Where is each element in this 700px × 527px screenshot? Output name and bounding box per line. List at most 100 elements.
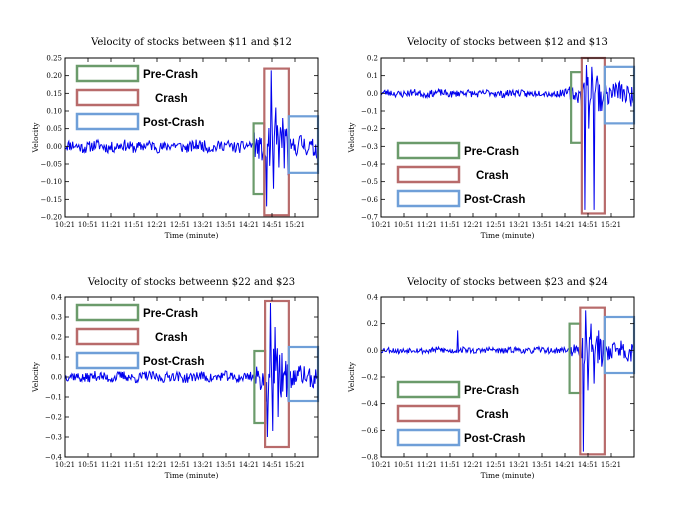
y-tick-label: −0.2: [45, 414, 62, 422]
chart-title: Velocity of stocks between $12 and $13: [406, 37, 608, 48]
x-tick-label: 12:21: [463, 461, 483, 469]
x-tick-label: 14:51: [262, 461, 282, 469]
legend-label: Crash: [155, 93, 188, 105]
y-tick-label: −0.2: [361, 125, 378, 133]
legend-label: Crash: [476, 170, 509, 182]
y-tick-label: 0.1: [51, 354, 62, 362]
x-tick-label: 15:21: [285, 221, 305, 229]
chart-panel-4: Velocity of stocks between $23 and $24 −0…: [347, 277, 636, 480]
x-tick-label: 13:51: [216, 221, 236, 229]
x-tick-label: 14:51: [262, 221, 282, 229]
legend-label: Post-Crash: [464, 433, 525, 445]
y-tick-label: 0.2: [367, 55, 378, 63]
x-tick-label: 11:21: [101, 461, 121, 469]
x-tick-label: 11:51: [440, 221, 460, 229]
legend-label: Pre-Crash: [143, 69, 198, 81]
x-tick-label: 12:51: [486, 461, 506, 469]
x-tick-label: 11:51: [124, 461, 144, 469]
velocity-series-line: [380, 310, 635, 452]
legend: Pre-Crash Crash Post-Crash: [75, 303, 204, 370]
x-tick-label: 12:51: [170, 221, 190, 229]
x-tick-label: 14:21: [239, 461, 259, 469]
legend-swatch-pre-crash: [75, 64, 140, 83]
y-tick-label: −0.4: [45, 454, 63, 462]
x-tick-label: 12:21: [147, 461, 167, 469]
x-tick-label: 10:21: [371, 221, 391, 229]
legend-swatch-post-crash: [396, 428, 461, 447]
chart-panel-2: Velocity of stocks between $12 and $13 −0…: [347, 37, 636, 240]
legend-label: Pre-Crash: [464, 385, 519, 397]
x-tick-label: 13:51: [216, 461, 236, 469]
x-axis-label: Time (minute): [165, 471, 219, 480]
y-tick-label: 0.10: [46, 108, 62, 116]
legend: Pre-Crash Crash Post-Crash: [396, 380, 525, 447]
legend-swatch-pre-crash: [75, 303, 140, 322]
legend-label: Post-Crash: [143, 356, 204, 368]
x-tick-label: 14:51: [578, 461, 598, 469]
y-tick-label: 0.2: [51, 334, 62, 342]
y-tick-label: 0.4: [367, 294, 379, 302]
legend: Pre-Crash Crash Post-Crash: [75, 64, 204, 131]
x-tick-label: 13:21: [509, 461, 529, 469]
legend: Pre-Crash Crash Post-Crash: [396, 141, 525, 208]
x-tick-label: 10:21: [371, 461, 391, 469]
x-tick-label: 13:51: [532, 221, 552, 229]
x-tick-label: 10:51: [78, 221, 98, 229]
x-axis-label: Time (minute): [481, 471, 535, 480]
y-tick-label: −0.20: [41, 214, 62, 222]
velocity-series-line: [380, 65, 635, 210]
x-tick-label: 13:51: [532, 461, 552, 469]
legend-label: Post-Crash: [143, 117, 204, 129]
y-axis-label: Velocity: [347, 122, 356, 154]
y-tick-label: −0.2: [361, 374, 378, 382]
y-tick-label: 0.0: [367, 347, 378, 355]
legend-swatch-crash: [396, 165, 461, 184]
x-tick-label: 14:51: [578, 221, 598, 229]
x-axis-label: Time (minute): [481, 231, 535, 240]
y-axis-label: Velocity: [347, 361, 356, 393]
x-tick-label: 14:21: [555, 461, 575, 469]
legend-swatch-crash: [75, 88, 140, 107]
legend-swatch-crash: [75, 327, 140, 346]
y-axis-label: Velocity: [31, 122, 40, 154]
legend-swatch-post-crash: [75, 112, 140, 131]
x-tick-label: 15:21: [601, 221, 621, 229]
y-tick-label: −0.6: [361, 196, 379, 204]
y-tick-label: 0.0: [367, 90, 378, 98]
y-tick-label: 0.05: [46, 125, 62, 133]
legend-label: Crash: [155, 332, 188, 344]
x-tick-label: 14:21: [239, 221, 259, 229]
y-tick-label: −0.6: [361, 427, 379, 435]
x-tick-label: 11:51: [440, 461, 460, 469]
x-tick-label: 15:21: [285, 461, 305, 469]
x-tick-label: 13:21: [193, 221, 213, 229]
y-tick-label: −0.3: [361, 143, 378, 151]
x-tick-label: 12:51: [486, 221, 506, 229]
y-tick-label: −0.3: [45, 434, 62, 442]
velocity-series-line: [64, 70, 319, 207]
y-tick-label: 0.3: [51, 314, 62, 322]
region-box-pre-crash: [570, 71, 583, 144]
x-tick-label: 10:51: [78, 461, 98, 469]
x-tick-label: 12:21: [463, 221, 483, 229]
x-tick-label: 13:21: [193, 461, 213, 469]
legend-swatch-pre-crash: [396, 380, 461, 399]
chart-title: Velocity of stocks between $23 and $24: [406, 277, 608, 288]
y-tick-label: −0.1: [361, 108, 378, 116]
x-tick-label: 12:51: [170, 461, 190, 469]
legend-label: Pre-Crash: [464, 146, 519, 158]
y-tick-label: 0.25: [46, 55, 62, 63]
y-tick-label: 0.00: [46, 143, 62, 151]
velocity-series-line: [64, 302, 319, 438]
region-box-crash: [579, 306, 606, 456]
legend-swatch-crash: [396, 404, 461, 423]
x-tick-label: 10:21: [55, 461, 75, 469]
region-box-pre-crash: [568, 322, 582, 395]
legend-swatch-post-crash: [75, 351, 140, 370]
plot-frame: [64, 57, 319, 218]
y-tick-label: −0.8: [361, 454, 378, 462]
legend-label: Crash: [476, 409, 509, 421]
y-tick-label: 0.15: [46, 90, 62, 98]
x-tick-label: 11:21: [417, 221, 437, 229]
